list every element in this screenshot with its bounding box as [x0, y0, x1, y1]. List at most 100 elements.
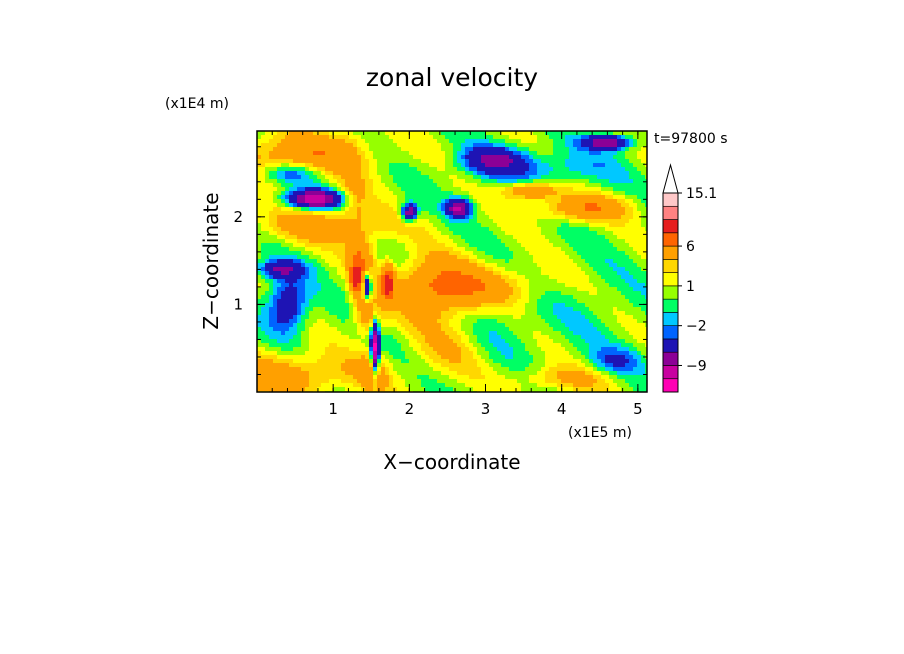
contour-cell [461, 183, 466, 188]
contour-cell [457, 179, 462, 184]
contour-cell [365, 299, 370, 304]
contour-cell [441, 175, 446, 180]
contour-cell [529, 227, 534, 232]
contour-cell [421, 311, 426, 316]
contour-cell [405, 135, 410, 140]
contour-cell [485, 155, 490, 160]
contour-cell [609, 151, 614, 156]
contour-cell [469, 255, 474, 260]
contour-cell [277, 291, 282, 296]
contour-cell [585, 151, 590, 156]
contour-cell [385, 323, 390, 328]
contour-cell [457, 219, 462, 224]
contour-cell [533, 171, 538, 176]
contour-cell [437, 251, 442, 256]
contour-cell [481, 295, 486, 300]
contour-cell [625, 311, 630, 316]
contour-cell [401, 299, 406, 304]
contour-cell [561, 247, 566, 252]
contour-cell [265, 331, 270, 336]
contour-cell [445, 255, 450, 260]
contour-cell [357, 231, 362, 236]
contour-cell [437, 287, 442, 292]
contour-cell [429, 303, 434, 308]
contour-cell [541, 287, 546, 292]
contour-cell [365, 135, 370, 140]
contour-cell [589, 131, 594, 136]
contour-cell [645, 259, 647, 264]
contour-cell [421, 243, 426, 248]
contour-cell [557, 291, 562, 296]
contour-cell [645, 223, 647, 228]
contour-cell [449, 131, 454, 136]
contour-cell [433, 331, 438, 336]
contour-cell [493, 303, 498, 308]
contour-cell [489, 263, 494, 268]
contour-cell [641, 211, 646, 216]
contour-cell [377, 271, 382, 276]
contour-cell [465, 143, 470, 148]
contour-cell [313, 327, 318, 332]
contour-cell [397, 163, 402, 168]
contour-cell [493, 231, 498, 236]
contour-cell [297, 235, 302, 240]
contour-cell [601, 267, 606, 272]
contour-cell [325, 303, 330, 308]
contour-cell [381, 223, 386, 228]
contour-cell [545, 243, 550, 248]
contour-cell [297, 275, 302, 280]
contour-cell [485, 139, 490, 144]
contour-cell [613, 139, 618, 144]
contour-cell [345, 231, 350, 236]
contour-cell [349, 187, 354, 192]
contour-cell [557, 227, 562, 232]
contour-cell [289, 315, 294, 320]
contour-cell [465, 303, 470, 308]
contour-cell [641, 259, 646, 264]
contour-cell [517, 267, 522, 272]
contour-cell [473, 263, 478, 268]
contour-cell [465, 223, 470, 228]
contour-cell [509, 195, 514, 200]
contour-cell [325, 171, 330, 176]
contour-cell [565, 223, 570, 228]
contour-cell [349, 135, 354, 140]
contour-cell [609, 331, 614, 336]
contour-cell [581, 191, 586, 196]
contour-cell [541, 307, 546, 312]
contour-cell [469, 227, 474, 232]
contour-cell [341, 275, 346, 280]
contour-cell [565, 203, 570, 208]
contour-cell [309, 191, 314, 196]
contour-cell [625, 307, 630, 312]
contour-cell [533, 247, 538, 252]
contour-cell [349, 195, 354, 200]
contour-cell [337, 243, 342, 248]
contour-cell [581, 307, 586, 312]
contour-cell [485, 159, 490, 164]
contour-cell [409, 199, 414, 204]
contour-cell [413, 135, 418, 140]
contour-cell [633, 167, 638, 172]
contour-cell [293, 135, 298, 140]
contour-cell [257, 231, 262, 236]
contour-cell [333, 291, 338, 296]
contour-cell [481, 331, 486, 336]
contour-cell [345, 311, 350, 316]
contour-cell [605, 175, 610, 180]
contour-cell [437, 279, 442, 284]
contour-cell [601, 243, 606, 248]
contour-cell [445, 239, 450, 244]
contour-cell [289, 275, 294, 280]
contour-cell [645, 291, 647, 296]
contour-cell [421, 155, 426, 160]
contour-cell [553, 235, 558, 240]
contour-cell [365, 183, 370, 188]
contour-cell [485, 299, 490, 304]
contour-cell [401, 223, 406, 228]
contour-cell [341, 163, 346, 168]
contour-cell [437, 139, 442, 144]
contour-cell [509, 311, 514, 316]
contour-cell [325, 259, 330, 264]
contour-cell [473, 199, 478, 204]
